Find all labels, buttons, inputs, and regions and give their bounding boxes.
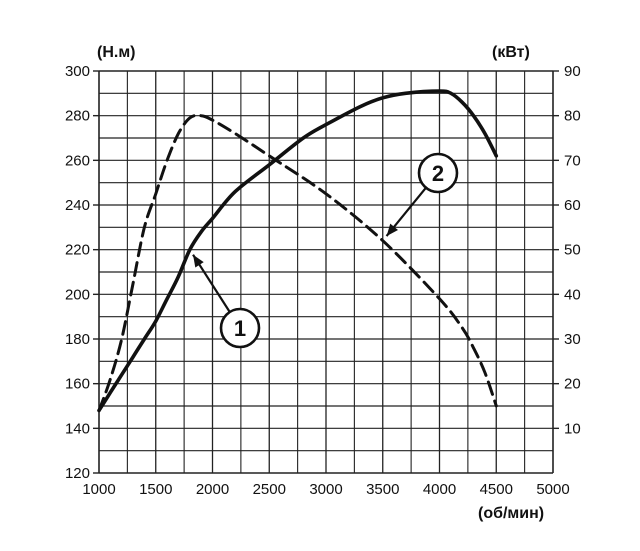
x-tick-label: 3000 <box>309 481 342 498</box>
right-y-tick-label: 30 <box>564 331 581 348</box>
callout-label-2: 2 <box>432 161 444 186</box>
x-axis-label: (об/мин) <box>478 505 544 522</box>
x-tick-label: 1000 <box>82 481 115 498</box>
left-y-tick-label: 120 <box>65 465 90 482</box>
series-line-1 <box>97 89 499 413</box>
left-y-tick-label: 160 <box>65 376 90 393</box>
x-tick-labels: 1000 1500 2000 2500 3000 3500 4000 4500 5000 <box>82 481 569 498</box>
series-group <box>97 89 499 413</box>
grid <box>93 70 559 474</box>
callouts: 12 <box>192 152 459 349</box>
left-y-tick-label: 220 <box>65 242 90 259</box>
callout-label-1: 1 <box>234 316 246 341</box>
callout-circle-1 <box>219 307 261 349</box>
x-tick-label: 1500 <box>139 481 172 498</box>
left-y-tick-label: 280 <box>65 108 90 125</box>
right-y-tick-label: 20 <box>564 376 581 393</box>
right-y-tick-label: 10 <box>564 420 581 437</box>
x-tick-label: 4000 <box>423 481 456 498</box>
left-y-tick-label: 200 <box>65 286 90 303</box>
left-y-tick-label: 140 <box>65 420 90 437</box>
left-y-tick-label: 180 <box>65 331 90 348</box>
right-y-tick-label: 60 <box>564 197 581 214</box>
x-tick-label: 5000 <box>536 481 569 498</box>
right-y-axis-label: (кВт) <box>492 44 530 61</box>
left-y-tick-label: 300 <box>65 63 90 80</box>
right-y-tick-label: 90 <box>564 63 581 80</box>
callout-arrowhead-2 <box>386 223 399 237</box>
right-y-tick-label: 70 <box>564 152 581 169</box>
right-y-tick-label: 50 <box>564 242 581 259</box>
callout-arrowhead-1 <box>193 254 204 268</box>
left-y-tick-label: 240 <box>65 197 90 214</box>
left-y-axis-label: (Н.м) <box>97 44 136 61</box>
left-y-tick-label: 260 <box>65 152 90 169</box>
x-tick-label: 2500 <box>253 481 286 498</box>
series-line-2 <box>97 113 498 412</box>
x-tick-label: 4500 <box>480 481 513 498</box>
x-tick-label: 2000 <box>196 481 229 498</box>
right-y-tick-label: 40 <box>564 286 581 303</box>
callout-circle-2 <box>417 152 459 194</box>
left-y-tick-labels: 120 140 160 180 200 220 240 260 280 300 <box>65 63 90 482</box>
x-tick-label: 3500 <box>366 481 399 498</box>
right-y-tick-label: 80 <box>564 108 581 125</box>
right-y-tick-labels: 10 20 30 40 50 60 70 80 90 <box>564 63 581 437</box>
